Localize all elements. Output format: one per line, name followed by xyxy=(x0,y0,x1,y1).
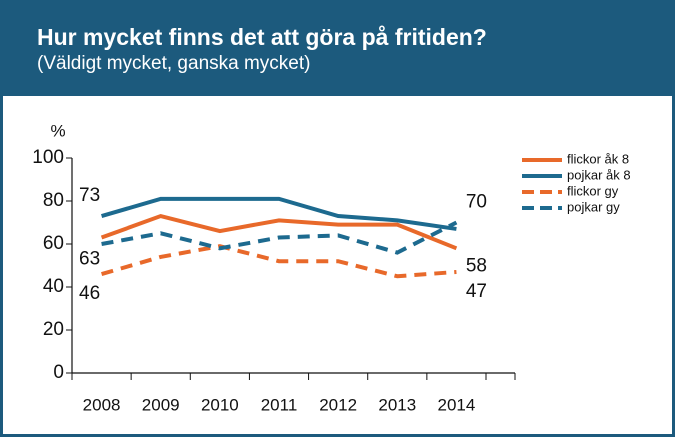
data-label: 70 xyxy=(466,192,487,213)
data-label: 63 xyxy=(79,249,100,270)
data-label: 47 xyxy=(466,281,487,302)
y-tick-label: 0 xyxy=(53,362,64,383)
legend-label: flickor åk 8 xyxy=(567,151,629,166)
series-line xyxy=(100,213,458,251)
y-tick-label: 60 xyxy=(43,233,64,254)
chart-subtitle: (Väldigt mycket, ganska mycket) xyxy=(37,53,311,74)
y-tick-label: 80 xyxy=(43,190,64,211)
legend-label: pojkar åk 8 xyxy=(567,167,631,182)
y-tick-label: 40 xyxy=(43,276,64,297)
x-tick-label: 2009 xyxy=(142,395,180,414)
x-tick-label: 2011 xyxy=(261,395,298,414)
x-tick-label: 2014 xyxy=(438,395,476,414)
legend-label: pojkar gy xyxy=(567,199,620,214)
data-label: 73 xyxy=(79,185,100,206)
series-line xyxy=(101,220,458,255)
x-tick-label: 2012 xyxy=(319,395,357,414)
y-tick-label: 20 xyxy=(43,319,64,340)
header: Hur mycket finns det att göra på fritide… xyxy=(3,0,672,96)
x-tick-label: 2008 xyxy=(83,395,121,414)
data-label: 46 xyxy=(79,283,100,304)
x-tick-label: 2010 xyxy=(201,395,239,414)
series-line xyxy=(101,244,457,279)
data-label: 58 xyxy=(466,255,487,276)
chart-title: Hur mycket finns det att göra på fritide… xyxy=(37,24,487,50)
y-tick-label: 100 xyxy=(32,147,64,168)
series-line xyxy=(101,196,457,231)
x-tick-label: 2013 xyxy=(378,395,416,414)
legend-label: flickor gy xyxy=(567,183,619,198)
y-axis-label: % xyxy=(50,121,65,140)
